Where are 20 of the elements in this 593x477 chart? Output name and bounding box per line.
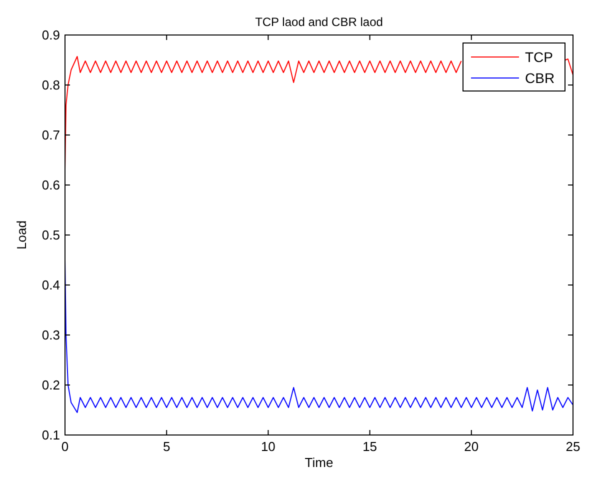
x-tick-label: 10 [260, 439, 276, 454]
legend-label: TCP [525, 49, 553, 65]
legend-label: CBR [525, 70, 555, 86]
y-tick-label: 0.5 [42, 228, 60, 242]
y-tick-label: 0.9 [42, 28, 60, 42]
y-axis-title: Load [14, 220, 29, 250]
x-tick-label: 0 [61, 439, 69, 454]
y-tick-label: 0.6 [42, 178, 60, 192]
x-tick-label: 5 [162, 439, 170, 454]
y-tick-label: 0.8 [42, 78, 60, 92]
x-tick-label: 25 [566, 439, 580, 454]
chart-title: TCP laod and CBR laod [255, 15, 383, 29]
y-tick-label: 0.4 [42, 278, 60, 292]
x-tick-label: 20 [464, 439, 479, 454]
y-tick-label: 0.3 [42, 328, 60, 342]
x-axis-title: Time [304, 455, 334, 470]
y-tick-label: 0.1 [42, 428, 60, 442]
y-tick-label: 0.2 [42, 378, 60, 392]
y-tick-label: 0.7 [42, 128, 60, 142]
x-tick-label: 15 [362, 439, 378, 454]
